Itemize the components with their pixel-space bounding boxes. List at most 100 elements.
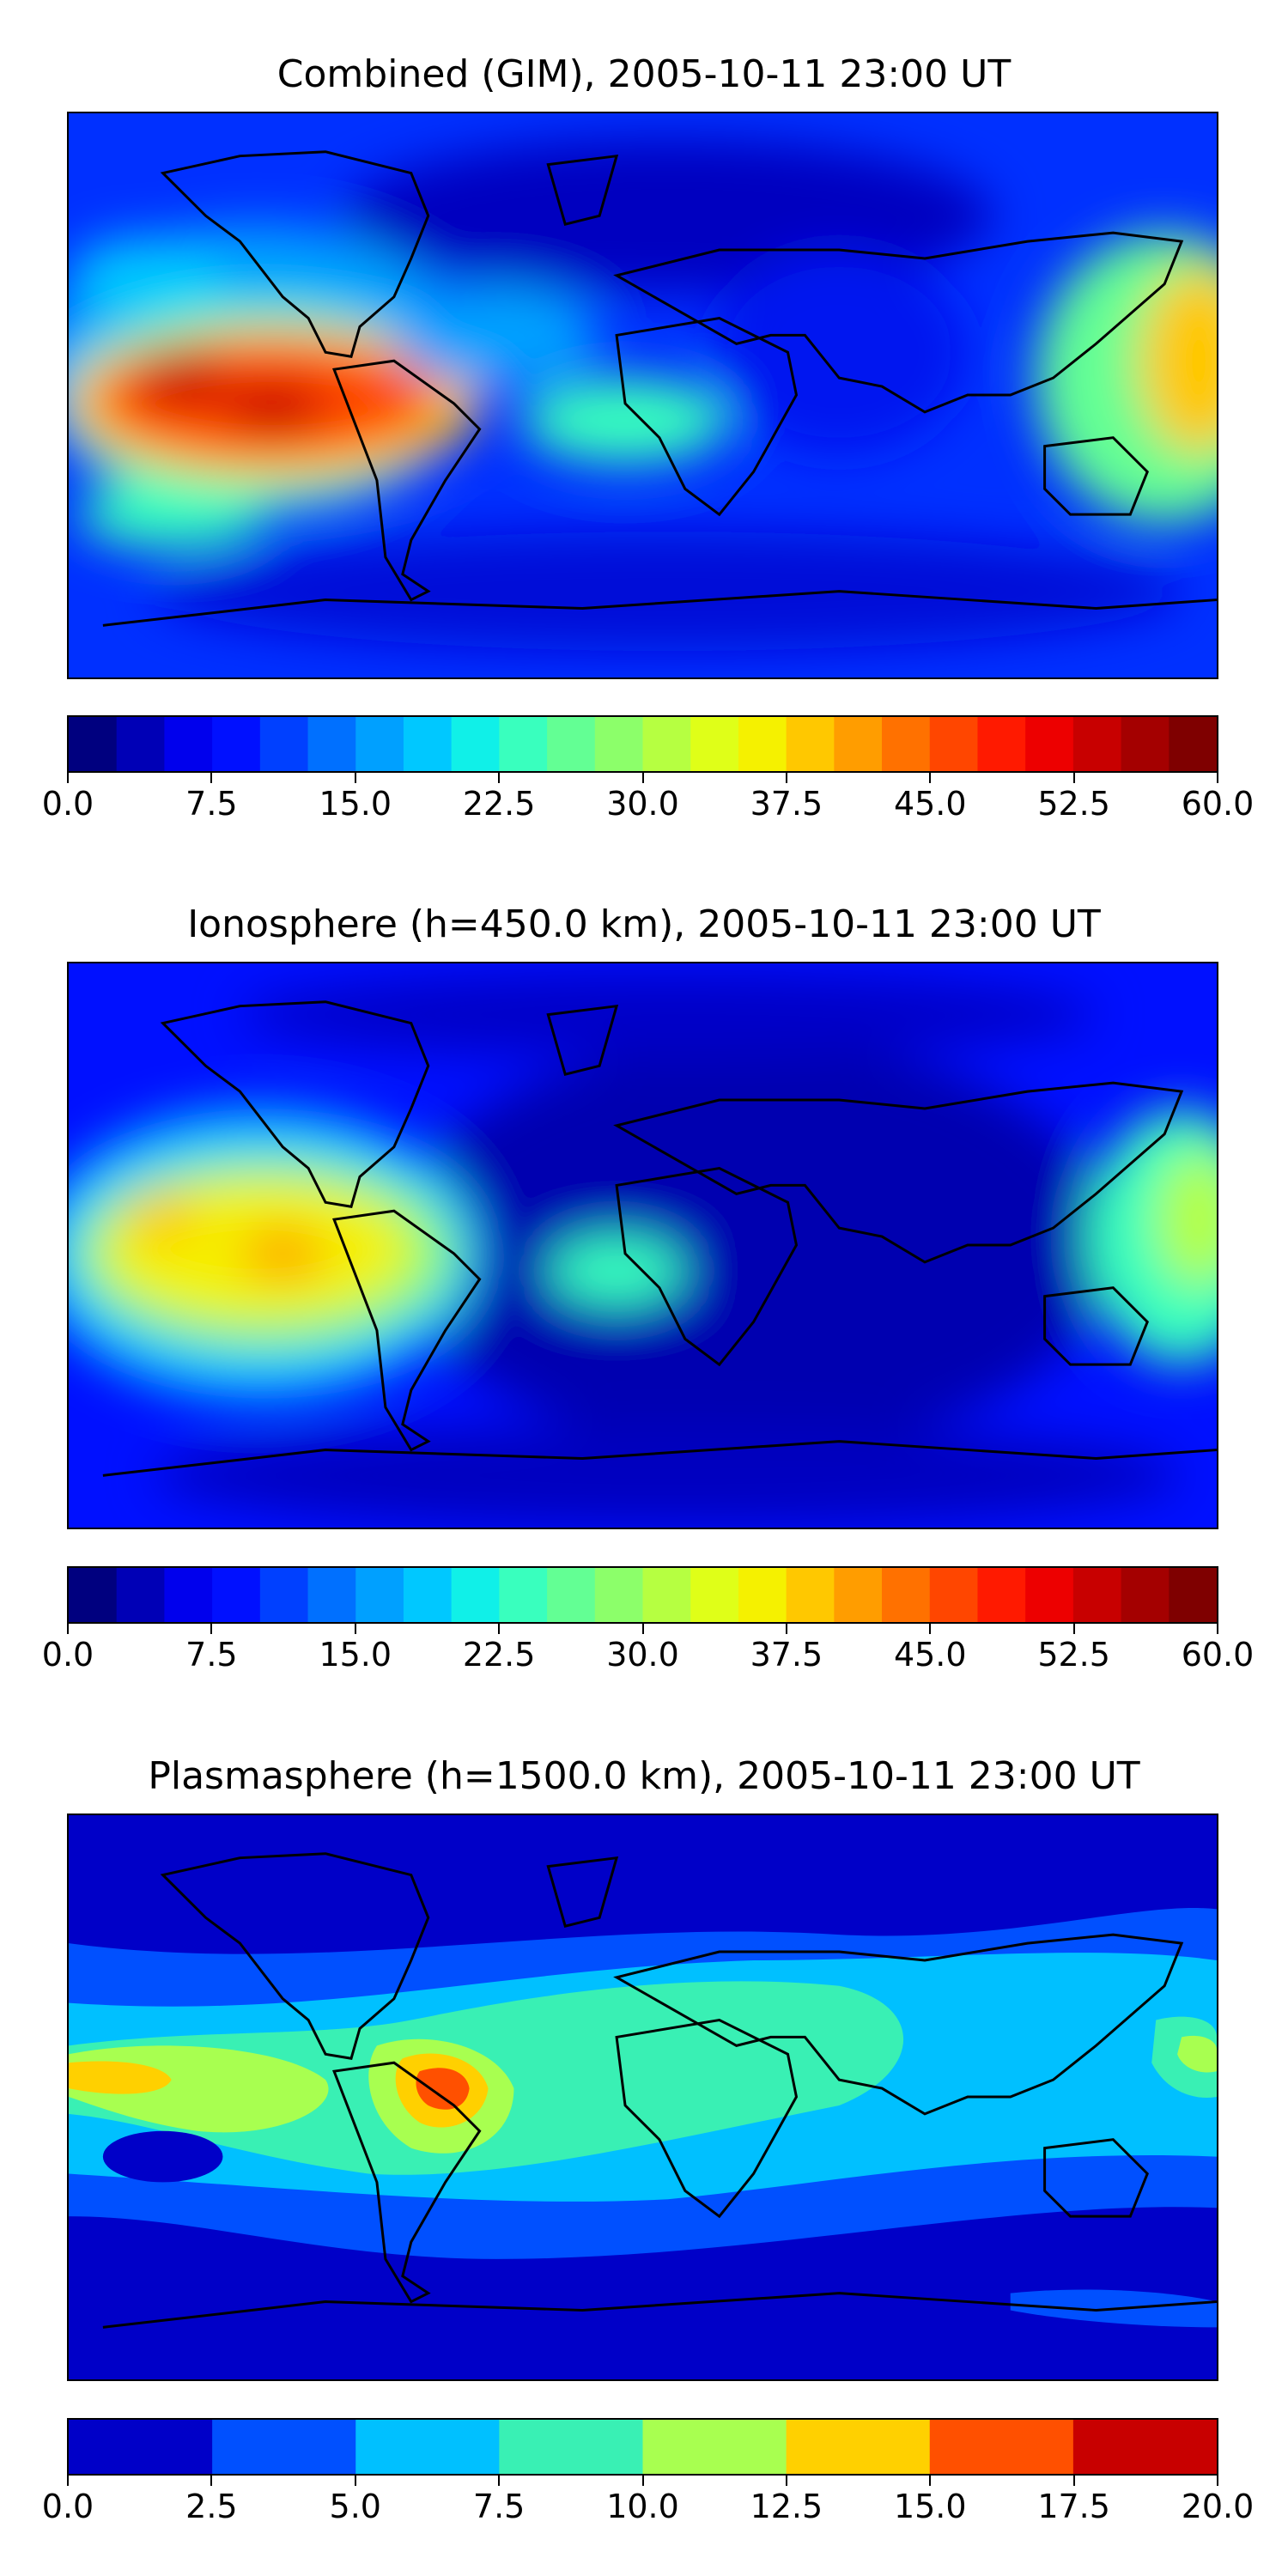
colorbar-tick-label: 0.0 [41,785,94,823]
colorbar-bin [259,1568,309,1622]
colorbar-tick [67,1624,69,1634]
colorbar-combined [67,715,1218,773]
colorbar-tick-label: 37.5 [750,785,823,823]
colorbar-bin [212,1568,261,1622]
colorbar-bin [547,1568,596,1622]
colorbar-bin [882,717,931,771]
colorbar-bin [69,1568,118,1622]
colorbar-bin [977,717,1026,771]
colorbar-tick [498,773,501,783]
colorbar-tick-label: 17.5 [1037,2488,1110,2525]
colorbar-bin [212,2420,356,2474]
colorbar-bin [738,717,787,771]
colorbar-bin [786,2420,931,2474]
colorbar-bin [355,717,404,771]
panel-title-ionosphere: Ionosphere (h=450.0 km), 2005-10-11 23:0… [187,902,1101,946]
tec-map-ionosphere [69,963,1217,1528]
colorbar-tick [354,2476,356,2486]
colorbar-ionosphere [67,1566,1218,1624]
colorbar-bin [69,717,118,771]
colorbar-tick-label: 15.0 [319,1636,392,1674]
colorbar-bin [1169,717,1217,771]
colorbar-tick [210,2476,213,2486]
colorbar-tick-label: 60.0 [1181,1636,1255,1674]
colorbar-tick [1217,1624,1218,1634]
colorbar-tick [67,773,69,783]
colorbar-bin [259,717,309,771]
colorbar-bin [642,1568,691,1622]
colorbar-tick [929,1624,932,1634]
colorbar-tick-label: 2.5 [185,2488,238,2525]
colorbar-bin [1025,717,1074,771]
colorbar-tick [641,2476,644,2486]
colorbar-tick-label: 5.0 [329,2488,381,2525]
colorbar-bin [690,717,739,771]
colorbar-tick [498,2476,501,2486]
colorbar-tick [498,1624,501,1634]
colorbar-tick [210,1624,213,1634]
colorbar-bin [1072,717,1122,771]
colorbar-tick [785,2476,787,2486]
colorbar-bin [116,717,166,771]
colorbar-tick-label: 30.0 [606,1636,679,1674]
colorbar-bins-plasmasphere [69,2420,1217,2474]
colorbar-bin [882,1568,931,1622]
colorbar-bin [69,2420,213,2474]
map-ionosphere [67,962,1218,1529]
colorbar-tick-label: 45.0 [893,785,967,823]
colorbar-bin [834,717,883,771]
colorbar-tick-label: 7.5 [185,785,238,823]
colorbar-tick-label: 22.5 [462,785,536,823]
colorbar-tick [641,1624,644,1634]
colorbar-bin [1121,717,1170,771]
colorbar-bin [499,1568,548,1622]
colorbar-bin [451,717,500,771]
colorbar-bin [451,1568,500,1622]
colorbar-tick-label: 12.5 [750,2488,823,2525]
tec-map-plasmasphere [69,1815,1217,2379]
colorbar-tick-label: 7.5 [472,2488,526,2525]
colorbar-ticks-ionosphere: 0.0 7.5 15.0 22.5 30.0 37.5 45.0 52.5 60.0 [0,1624,1288,1675]
colorbar-tick-label: 10.0 [606,2488,679,2525]
colorbar-tick [1072,773,1075,783]
colorbar-bin [1072,1568,1122,1622]
colorbar-tick-label: 52.5 [1037,1636,1110,1674]
colorbar-tick [785,773,787,783]
map-combined [67,112,1218,679]
colorbar-tick-label: 45.0 [893,1636,967,1674]
colorbar-tick-label: 0.0 [41,1636,94,1674]
colorbar-bin [1025,1568,1074,1622]
panel-title-plasmasphere: Plasmasphere (h=1500.0 km), 2005-10-11 2… [148,1754,1140,1798]
colorbar-tick-label: 7.5 [185,1636,238,1674]
colorbar-bin [355,2420,500,2474]
colorbar-tick-label: 15.0 [319,785,392,823]
colorbar-bin [786,717,835,771]
colorbar-ticks-combined: 0.0 7.5 15.0 22.5 30.0 37.5 45.0 52.5 60.0 [0,773,1288,824]
colorbar-bin [834,1568,883,1622]
colorbar-tick [67,2476,69,2486]
colorbar-tick [1217,2476,1218,2486]
colorbar-bins-combined [69,717,1217,771]
colorbar-bin [594,717,644,771]
colorbar-bin [403,717,453,771]
map-plasmasphere [67,1814,1218,2381]
colorbar-bin [642,2420,787,2474]
colorbar-ticks-plasmasphere: 0.0 2.5 5.0 7.5 10.0 12.5 15.0 17.5 20.0 [0,2476,1288,2527]
colorbar-bin [977,1568,1026,1622]
colorbar-bin [307,717,356,771]
colorbar-tick-label: 0.0 [41,2488,94,2525]
colorbar-tick-label: 60.0 [1181,785,1255,823]
colorbar-bin [594,1568,644,1622]
colorbar-bin [738,1568,787,1622]
colorbar-bin [547,717,596,771]
colorbar-plasmasphere [67,2418,1218,2476]
colorbar-bin [164,717,213,771]
colorbar-bin [164,1568,213,1622]
coastline-outlines [102,1852,1217,2329]
colorbar-tick [929,773,932,783]
colorbar-tick [929,2476,932,2486]
colorbar-tick-label: 52.5 [1037,785,1110,823]
colorbar-tick [785,1624,787,1634]
panel-title-combined: Combined (GIM), 2005-10-11 23:00 UT [276,52,1012,96]
colorbar-bin [690,1568,739,1622]
